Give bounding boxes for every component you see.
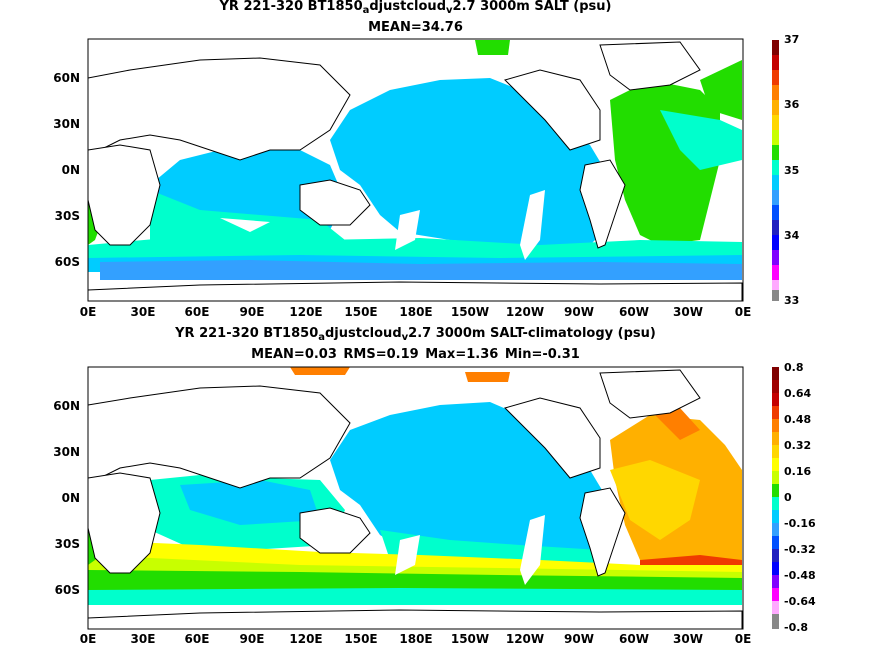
map2-colorbar-label: -0.8 xyxy=(784,621,809,634)
map1-colorbar-label: 34 xyxy=(784,229,800,242)
map1-title-part: 2.7 3000m SALT (psu) xyxy=(452,0,612,14)
map1-title-sub: v xyxy=(446,5,453,16)
map2-lon-label: 150W xyxy=(450,632,490,646)
map2-arctic-orange xyxy=(290,367,350,375)
map1-lon-label: 90W xyxy=(564,305,594,319)
map2-lat-label: 60S xyxy=(54,583,80,597)
map2-title-part: YR 221-320 BT1850 xyxy=(175,326,319,341)
map2-atlantic-darkorange xyxy=(650,408,700,440)
map2-lat-label: 0N xyxy=(61,491,80,505)
map1-title: YR 221-320 BT1850adjustcloudv2.7 3000m S… xyxy=(88,0,743,16)
map2-colorbar-label: 0.64 xyxy=(784,387,812,400)
map1-colorbar-label: 35 xyxy=(784,164,800,177)
map2-lon-label: 150E xyxy=(344,632,378,646)
map1-atlantic-green2 xyxy=(700,60,742,120)
map1-lat-label: 60S xyxy=(54,255,80,269)
map2-southern-green xyxy=(88,570,742,592)
map1-lon-label: 150E xyxy=(344,305,378,319)
map1-colorbar-label: 36 xyxy=(784,98,800,111)
map1-lon-label: 120E xyxy=(289,305,323,319)
map1-lon-label: 180E xyxy=(399,305,433,319)
map1-southern-aqua xyxy=(88,235,742,262)
map2-title-sub: v xyxy=(401,332,409,343)
map1-salinity xyxy=(88,39,743,301)
map1-colorbar-label: 37 xyxy=(784,33,800,46)
map2-colorbar-label: 0.48 xyxy=(784,413,812,426)
map2-colorbar xyxy=(772,367,779,629)
map2-title: YR 221-320 BT1850adjustcloudv2.7 3000m S… xyxy=(88,326,743,343)
map2-frame xyxy=(87,366,744,630)
map1-lon-label: 120W xyxy=(505,305,545,319)
map1-colorbar-label: 33 xyxy=(784,294,800,307)
map2-colorbar-label: 0 xyxy=(784,491,792,504)
map1-lon-label: 30W xyxy=(673,305,703,319)
map2-stats: MEAN=0.03 RMS=0.19 Max=1.36 Min=-0.31 xyxy=(251,347,580,362)
map2-lat-label: 30N xyxy=(53,445,80,459)
map2-white-patches xyxy=(395,515,545,585)
map1-lon-label: 30E xyxy=(130,305,156,319)
map2-title-part: djustcloud xyxy=(325,326,402,341)
map1-lat-label: 30S xyxy=(54,209,80,223)
map2-colorbar-label: 0.32 xyxy=(784,439,812,452)
map2-colorbar-label: -0.32 xyxy=(784,543,816,556)
map2-lon-label: 120W xyxy=(505,632,545,646)
map1-southern-blue xyxy=(100,260,742,280)
map2-title-sub: a xyxy=(318,332,325,343)
map2-lat-label: 60N xyxy=(53,399,80,413)
map1-colorbar xyxy=(772,40,779,301)
map1-lon-label: 90E xyxy=(239,305,265,319)
map2-southern-aqua xyxy=(88,588,742,605)
map1-lon-label: 0E xyxy=(79,305,97,319)
map2-lon-label: 180E xyxy=(399,632,433,646)
map2-colorbar-label: -0.64 xyxy=(784,595,816,608)
map2-lat-label: 30S xyxy=(54,537,80,551)
map1-title-part: YR 221-320 BT1850 xyxy=(219,0,363,14)
map1-frame xyxy=(87,38,744,302)
map1-atlantic-aqua xyxy=(660,110,742,170)
map1-lat-label: 60N xyxy=(53,71,80,85)
map2-salinity-anomaly xyxy=(88,367,743,629)
map2-lon-label: 0E xyxy=(734,632,752,646)
map2-lon-label: 30E xyxy=(130,632,156,646)
map2-indian-cyan xyxy=(180,480,320,525)
map1-lon-label: 60E xyxy=(184,305,210,319)
map2-lon-label: 90W xyxy=(564,632,594,646)
map2-lon-label: 120E xyxy=(289,632,323,646)
map2-land xyxy=(88,369,743,629)
map1-stats: MEAN=34.76 xyxy=(368,20,463,35)
map1-land xyxy=(88,41,743,301)
map1-title-sub: a xyxy=(362,5,370,16)
map1-lon-label: 0E xyxy=(734,305,752,319)
map2-lon-label: 90E xyxy=(239,632,265,646)
map1-indian-aqua xyxy=(150,190,345,250)
map1-lon-label: 150W xyxy=(450,305,490,319)
map2-colorbar-label: 0.8 xyxy=(784,361,804,374)
map1-lat-label: 30N xyxy=(53,117,80,131)
map2-title-part: 2.7 3000m SALT-climatology (psu) xyxy=(408,326,656,341)
map2-lon-label: 60E xyxy=(184,632,210,646)
map1-lon-label: 60W xyxy=(619,305,649,319)
map2-colorbar-label: -0.16 xyxy=(784,517,816,530)
map2-lon-label: 0E xyxy=(79,632,97,646)
map2-arctic-orange2 xyxy=(465,372,510,382)
map1-arctic-green xyxy=(475,40,510,55)
map2-atlantic-yellow xyxy=(610,460,700,540)
map2-colorbar-label: 0.16 xyxy=(784,465,812,478)
map2-lon-label: 60W xyxy=(619,632,649,646)
map1-title-part: djustcloud xyxy=(369,0,446,14)
map2-lon-label: 30W xyxy=(673,632,703,646)
map1-lat-label: 0N xyxy=(61,163,80,177)
map2-colorbar-label: -0.48 xyxy=(784,569,816,582)
map1-white-patches xyxy=(220,190,545,260)
